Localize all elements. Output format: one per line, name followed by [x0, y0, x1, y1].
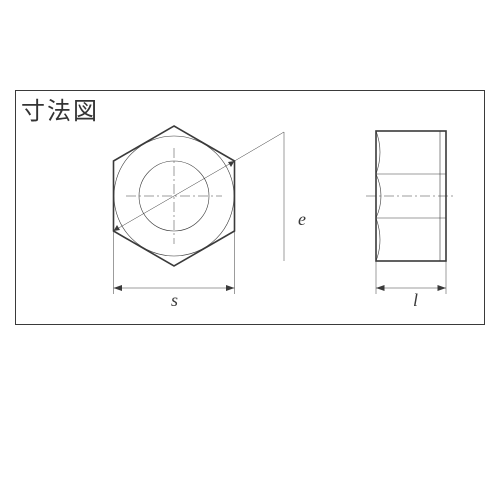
diagram-container: 寸法図 — [15, 90, 485, 325]
dimension-l — [376, 261, 446, 294]
dimension-label-s: s — [171, 290, 178, 311]
dimension-label-e: e — [298, 209, 306, 230]
hex-nut-side-view — [366, 131, 456, 261]
dimension-label-l: l — [413, 290, 418, 311]
